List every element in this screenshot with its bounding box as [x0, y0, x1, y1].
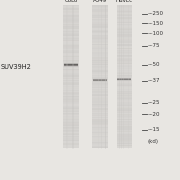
Text: HuvEc: HuvEc — [116, 0, 133, 3]
Text: ––150: ––150 — [147, 21, 163, 26]
Text: ––250: ––250 — [147, 11, 163, 16]
Text: ––20: ––20 — [147, 112, 160, 117]
Text: ––37: ––37 — [147, 78, 160, 84]
Text: A549: A549 — [93, 0, 107, 3]
Text: (kd): (kd) — [147, 140, 158, 145]
Text: ––15: ––15 — [147, 127, 160, 132]
Text: CoLo: CoLo — [64, 0, 78, 3]
Text: ––25: ––25 — [147, 100, 160, 105]
Text: ––50: ––50 — [147, 62, 160, 67]
Text: ––100: ––100 — [147, 31, 163, 36]
Text: SUV39H2: SUV39H2 — [1, 64, 32, 70]
Text: ––75: ––75 — [147, 43, 160, 48]
